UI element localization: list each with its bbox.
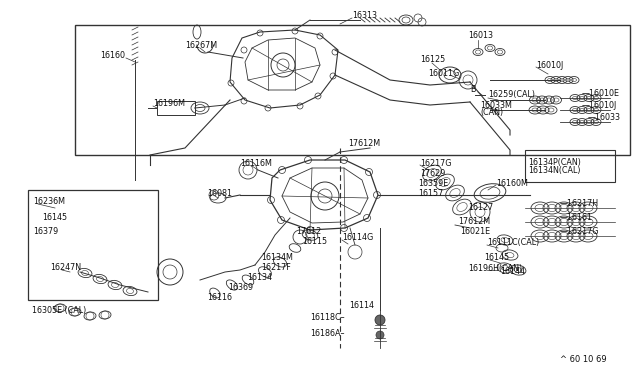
- Text: 17612M: 17612M: [348, 140, 380, 148]
- Text: 16127: 16127: [468, 202, 493, 212]
- Text: 16217F: 16217F: [261, 263, 291, 272]
- Text: 16369: 16369: [228, 283, 253, 292]
- Bar: [525, 150, 615, 182]
- Text: 17612: 17612: [296, 228, 321, 237]
- Bar: [28, 190, 158, 300]
- Text: 16379: 16379: [33, 228, 58, 237]
- Text: 16145: 16145: [484, 253, 509, 263]
- Text: 16196H(CAN): 16196H(CAN): [468, 263, 522, 273]
- Text: 16115: 16115: [302, 237, 327, 247]
- Text: 16217G: 16217G: [420, 158, 451, 167]
- Text: —16033: —16033: [588, 113, 621, 122]
- Text: 16116: 16116: [207, 294, 232, 302]
- Text: 16145: 16145: [42, 214, 67, 222]
- Text: 16305E (CAL): 16305E (CAL): [32, 305, 86, 314]
- Text: 16010J: 16010J: [536, 61, 563, 70]
- Text: 16157: 16157: [418, 189, 444, 199]
- Text: 16359E: 16359E: [418, 179, 448, 187]
- Text: —16161: —16161: [560, 214, 593, 222]
- Text: B: B: [470, 86, 476, 94]
- Text: 16259(CAL): 16259(CAL): [488, 90, 535, 99]
- Bar: [157, 101, 195, 115]
- Text: 16160: 16160: [100, 51, 125, 60]
- Text: 16196M: 16196M: [153, 99, 185, 108]
- Text: 16134N(CAL): 16134N(CAL): [528, 167, 580, 176]
- Text: 16134: 16134: [247, 273, 272, 282]
- Text: 16114G: 16114G: [342, 234, 373, 243]
- Text: 16313: 16313: [352, 12, 377, 20]
- Text: —16010J: —16010J: [582, 102, 617, 110]
- Text: ^ 60 10 69: ^ 60 10 69: [560, 356, 607, 365]
- Text: —16010E: —16010E: [582, 89, 620, 97]
- Text: 17629: 17629: [420, 169, 445, 177]
- Text: 16186A–: 16186A–: [310, 330, 344, 339]
- Text: 16081: 16081: [207, 189, 232, 198]
- Text: 16134P(CAN): 16134P(CAN): [528, 157, 581, 167]
- Bar: [75, 25, 630, 155]
- Text: 16111C(CAL): 16111C(CAL): [487, 238, 540, 247]
- Text: 16144: 16144: [500, 267, 525, 276]
- Text: 16118C–: 16118C–: [310, 312, 344, 321]
- Text: 16247N: 16247N: [50, 263, 81, 273]
- Text: 16021E: 16021E: [460, 228, 490, 237]
- Text: 16134M: 16134M: [261, 253, 293, 262]
- Circle shape: [375, 315, 385, 325]
- Text: (CAN): (CAN): [480, 109, 503, 118]
- Text: 16011G: 16011G: [428, 68, 460, 77]
- Text: 16116M: 16116M: [240, 158, 272, 167]
- Text: —16217H: —16217H: [560, 199, 599, 208]
- Text: 16236M: 16236M: [33, 198, 65, 206]
- Text: 16013: 16013: [468, 32, 493, 41]
- Text: 16125: 16125: [420, 55, 445, 64]
- Text: 17612M: 17612M: [458, 218, 490, 227]
- Text: —16217G: —16217G: [560, 228, 600, 237]
- Text: 16160M: 16160M: [496, 179, 528, 187]
- Text: 16114: 16114: [349, 301, 374, 310]
- Text: 16267M: 16267M: [185, 41, 217, 49]
- Text: 16033M: 16033M: [480, 102, 512, 110]
- Circle shape: [376, 331, 384, 339]
